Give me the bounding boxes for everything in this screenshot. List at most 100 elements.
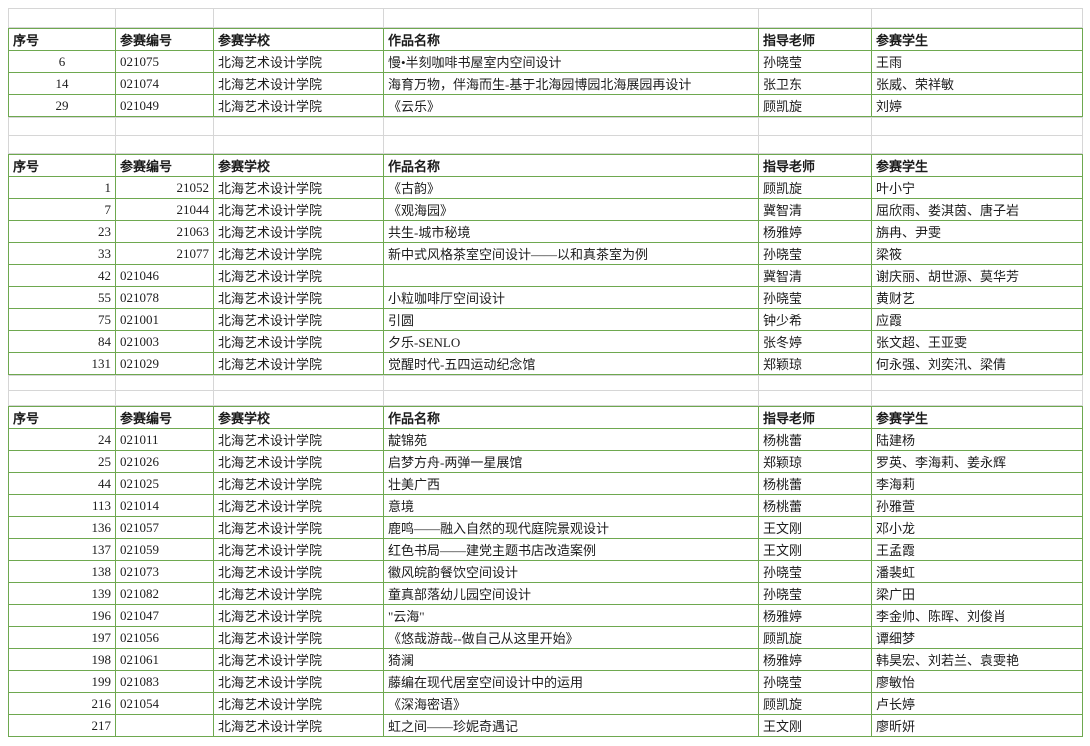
cell-students[interactable]: 李金帅、陈晖、刘俊肖: [871, 604, 1083, 627]
cell-serial[interactable]: 216: [8, 692, 116, 715]
cell-teacher[interactable]: 冀智清: [758, 264, 872, 287]
cell-serial[interactable]: 24: [8, 428, 116, 451]
cell-work-title[interactable]: 小粒咖啡厅空间设计: [383, 286, 759, 309]
header-students[interactable]: 参赛学生: [871, 154, 1083, 177]
cell-teacher[interactable]: 顾凯旋: [758, 176, 872, 199]
cell-students[interactable]: 何永强、刘奕汛、梁倩: [871, 352, 1083, 375]
header-students[interactable]: 参赛学生: [871, 406, 1083, 429]
cell-serial[interactable]: 29: [8, 94, 116, 117]
blank-cell[interactable]: [213, 8, 384, 28]
blank-cell[interactable]: [758, 117, 872, 136]
cell-teacher[interactable]: 郑颖琼: [758, 352, 872, 375]
cell-serial[interactable]: 197: [8, 626, 116, 649]
cell-school[interactable]: 北海艺术设计学院: [213, 264, 384, 287]
cell-school[interactable]: 北海艺术设计学院: [213, 582, 384, 605]
cell-school[interactable]: 北海艺术设计学院: [213, 670, 384, 693]
cell-school[interactable]: 北海艺术设计学院: [213, 494, 384, 517]
cell-school[interactable]: 北海艺术设计学院: [213, 330, 384, 353]
cell-school[interactable]: 北海艺术设计学院: [213, 560, 384, 583]
cell-work-title[interactable]: 共生-城市秘境: [383, 220, 759, 243]
header-work-title[interactable]: 作品名称: [383, 28, 759, 51]
cell-work-title[interactable]: [383, 264, 759, 287]
cell-entry-code[interactable]: 021056: [115, 626, 214, 649]
cell-students[interactable]: 李海莉: [871, 472, 1083, 495]
cell-school[interactable]: 北海艺术设计学院: [213, 626, 384, 649]
cell-teacher[interactable]: 钟少希: [758, 308, 872, 331]
cell-students[interactable]: 张文超、王亚雯: [871, 330, 1083, 353]
header-teacher[interactable]: 指导老师: [758, 154, 872, 177]
header-school[interactable]: 参赛学校: [213, 406, 384, 429]
blank-cell[interactable]: [115, 390, 214, 406]
cell-students[interactable]: 梁筱: [871, 242, 1083, 265]
cell-serial[interactable]: 44: [8, 472, 116, 495]
blank-cell[interactable]: [8, 135, 116, 154]
cell-work-title[interactable]: 引圆: [383, 308, 759, 331]
cell-students[interactable]: 谭细梦: [871, 626, 1083, 649]
cell-teacher[interactable]: 孙晓莹: [758, 670, 872, 693]
cell-work-title[interactable]: 靛锦苑: [383, 428, 759, 451]
cell-work-title[interactable]: 启梦方舟-两弹一星展馆: [383, 450, 759, 473]
cell-entry-code[interactable]: 021014: [115, 494, 214, 517]
cell-school[interactable]: 北海艺术设计学院: [213, 648, 384, 671]
blank-cell[interactable]: [383, 390, 759, 406]
cell-students[interactable]: 邓小龙: [871, 516, 1083, 539]
cell-teacher[interactable]: 杨雅婷: [758, 220, 872, 243]
cell-entry-code[interactable]: 021047: [115, 604, 214, 627]
cell-serial[interactable]: 6: [8, 50, 116, 73]
blank-cell[interactable]: [8, 117, 116, 136]
cell-school[interactable]: 北海艺术设计学院: [213, 242, 384, 265]
blank-cell[interactable]: [213, 375, 384, 391]
cell-students[interactable]: 孙雅萱: [871, 494, 1083, 517]
header-entry-code[interactable]: 参赛编号: [115, 154, 214, 177]
cell-entry-code[interactable]: 021025: [115, 472, 214, 495]
cell-entry-code[interactable]: 021082: [115, 582, 214, 605]
cell-teacher[interactable]: 冀智清: [758, 198, 872, 221]
cell-serial[interactable]: 217: [8, 714, 116, 737]
blank-cell[interactable]: [115, 375, 214, 391]
cell-teacher[interactable]: 顾凯旋: [758, 692, 872, 715]
header-teacher[interactable]: 指导老师: [758, 28, 872, 51]
cell-teacher[interactable]: 顾凯旋: [758, 626, 872, 649]
cell-serial[interactable]: 137: [8, 538, 116, 561]
cell-students[interactable]: 廖昕妍: [871, 714, 1083, 737]
cell-serial[interactable]: 55: [8, 286, 116, 309]
blank-cell[interactable]: [115, 117, 214, 136]
cell-serial[interactable]: 113: [8, 494, 116, 517]
cell-entry-code[interactable]: 021046: [115, 264, 214, 287]
blank-cell[interactable]: [8, 375, 116, 391]
cell-serial[interactable]: 23: [8, 220, 116, 243]
cell-school[interactable]: 北海艺术设计学院: [213, 604, 384, 627]
blank-cell[interactable]: [758, 135, 872, 154]
cell-teacher[interactable]: 杨桃蕾: [758, 494, 872, 517]
blank-cell[interactable]: [8, 390, 116, 406]
header-serial[interactable]: 序号: [8, 406, 116, 429]
cell-school[interactable]: 北海艺术设计学院: [213, 692, 384, 715]
blank-cell[interactable]: [871, 135, 1083, 154]
cell-entry-code[interactable]: [115, 714, 214, 737]
cell-teacher[interactable]: 王文刚: [758, 538, 872, 561]
cell-school[interactable]: 北海艺术设计学院: [213, 50, 384, 73]
cell-work-title[interactable]: 《深海密语》: [383, 692, 759, 715]
cell-work-title[interactable]: 慢•半刻咖啡书屋室内空间设计: [383, 50, 759, 73]
header-school[interactable]: 参赛学校: [213, 28, 384, 51]
cell-work-title[interactable]: 虹之间——珍妮奇遇记: [383, 714, 759, 737]
cell-students[interactable]: 刘婷: [871, 94, 1083, 117]
header-students[interactable]: 参赛学生: [871, 28, 1083, 51]
blank-cell[interactable]: [383, 8, 759, 28]
cell-entry-code[interactable]: 021003: [115, 330, 214, 353]
cell-teacher[interactable]: 郑颖琼: [758, 450, 872, 473]
cell-work-title[interactable]: 夕乐-SENLO: [383, 330, 759, 353]
cell-entry-code[interactable]: 021083: [115, 670, 214, 693]
cell-work-title[interactable]: 猗澜: [383, 648, 759, 671]
header-work-title[interactable]: 作品名称: [383, 154, 759, 177]
cell-students[interactable]: 应霞: [871, 308, 1083, 331]
header-work-title[interactable]: 作品名称: [383, 406, 759, 429]
cell-entry-code[interactable]: 021026: [115, 450, 214, 473]
cell-serial[interactable]: 1: [8, 176, 116, 199]
cell-students[interactable]: 潘裴虹: [871, 560, 1083, 583]
cell-entry-code[interactable]: 021073: [115, 560, 214, 583]
blank-cell[interactable]: [115, 135, 214, 154]
cell-work-title[interactable]: "云海": [383, 604, 759, 627]
cell-entry-code[interactable]: 021061: [115, 648, 214, 671]
cell-entry-code[interactable]: 021059: [115, 538, 214, 561]
